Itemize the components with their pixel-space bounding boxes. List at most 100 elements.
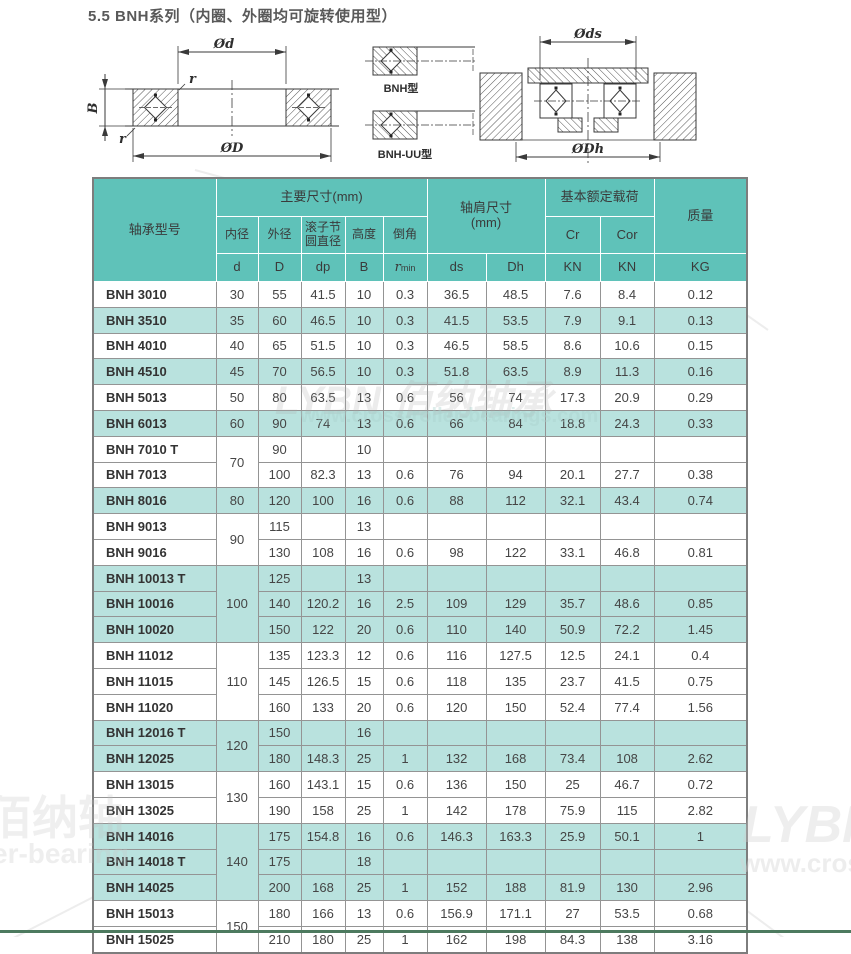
table-row: BNH 8016 80 120 100 16 0.6 88 112 32.1 43.4 0.74 (92, 487, 748, 515)
cell-KG: 0.12 (653, 281, 748, 308)
table-row: BNH 14016 140 175 154.8 16 0.6 146.3 163.3 25.9 5… (92, 822, 748, 902)
cell-rmin: 0.6 (382, 667, 428, 695)
cell-model: BNH 14016 (92, 822, 217, 850)
cell-Cor (599, 719, 655, 747)
mounting-drawing: Øds ØDh (479, 27, 697, 164)
cell-D: 200 (257, 874, 302, 902)
dim-label-shaft-shoulder: Øds (573, 27, 602, 42)
cell-model: BNH 12025 (92, 745, 217, 773)
cell-D: 100 (257, 461, 302, 489)
cell-D: 190 (257, 796, 302, 824)
cell-dp: 143.1 (300, 771, 346, 798)
unit-D: D (257, 253, 302, 282)
cell-rmin (382, 719, 428, 747)
table-row: BNH 13025 190 158 25 1 142 178 75.9 115 2.82 (92, 796, 748, 824)
cell-dp: 166 (300, 900, 346, 927)
cell-D: 160 (257, 771, 302, 798)
cell-dp: 82.3 (300, 461, 346, 489)
cell-dp (300, 513, 346, 540)
cell-KG: 0.85 (653, 590, 748, 618)
header-inner-dia: 内径 (215, 216, 259, 254)
cell-KG (653, 564, 748, 592)
cell-B: 16 (344, 538, 384, 566)
cell-d: 80 (215, 487, 259, 515)
cell-Dh: 127.5 (485, 642, 546, 669)
cell-model: BNH 10020 (92, 616, 217, 644)
table-row: BNH 4510 45 70 56.5 10 0.3 51.8 63.5 8.9 11.3 0.16 (92, 358, 748, 386)
cell-rmin (382, 848, 428, 876)
cell-rmin: 0.6 (382, 538, 428, 566)
cell-model: BNH 7010 T (92, 435, 217, 463)
cell-ds: 136 (426, 771, 487, 798)
header-shoulder-dims: 轴肩尺寸 (mm) (426, 177, 546, 254)
spec-table-body: BNH 3010 30 55 41.5 10 0.3 36.5 48.5 7.6 8.4 0.12 B… (92, 281, 748, 954)
table-row: BNH 15013 150 180 166 13 0.6 156.9 171.1 27 53.5 0… (92, 900, 748, 954)
cell-dp: 46.5 (300, 306, 346, 334)
table-row: BNH 11020 160 133 20 0.6 120 150 52.4 77.4 1.56 (92, 693, 748, 721)
header-cr: Cr (544, 216, 601, 254)
table-row: BNH 12016 T 120 150 16 (92, 719, 748, 773)
cell-ds (426, 719, 487, 747)
cell-Dh: 84 (485, 409, 546, 437)
table-row: BNH 7010 T 70 90 10 (92, 435, 748, 489)
cell-D: 175 (257, 822, 302, 850)
cell-KG (653, 848, 748, 876)
cell-B: 13 (344, 900, 384, 927)
cell-B: 16 (344, 487, 384, 515)
cell-model: BNH 4010 (92, 332, 217, 360)
cell-Cor (599, 435, 655, 463)
cell-D: 90 (257, 409, 302, 437)
cell-ds (426, 564, 487, 592)
table-row: BNH 10020 150 122 20 0.6 110 140 50.9 72.2 1.45 (92, 616, 748, 644)
cell-Cr: 17.3 (544, 384, 601, 411)
cell-dp: 51.5 (300, 332, 346, 360)
watermark-right-url: www.cross-r (740, 848, 851, 878)
cell-Cor (599, 564, 655, 592)
cell-ds: 46.5 (426, 332, 487, 360)
dim-label-bore: Ød (213, 37, 234, 52)
header-mass: 质量 (653, 177, 748, 254)
cell-KG (653, 513, 748, 540)
cell-model: BNH 13015 (92, 771, 217, 798)
cell-dp: 108 (300, 538, 346, 566)
bearing-section-drawing: Ød ØD B r r (86, 37, 339, 162)
cell-Cor: 115 (599, 796, 655, 824)
cell-B: 16 (344, 590, 384, 618)
table-row: BNH 12025 180 148.3 25 1 132 168 73.4 108 2.62 (92, 745, 748, 773)
cell-Dh: 135 (485, 667, 546, 695)
unit-kn-cr: KN (544, 253, 601, 282)
cell-ds: 116 (426, 642, 487, 669)
cell-D: 160 (257, 693, 302, 721)
type-label-bnh: BNH型 (384, 81, 419, 95)
cell-Cr: 25.9 (544, 822, 601, 850)
cell-dp: 126.5 (300, 667, 346, 695)
cell-dp: 148.3 (300, 745, 346, 773)
header-model: 轴承型号 (92, 177, 217, 282)
cell-rmin: 0.6 (382, 642, 428, 669)
cell-dp: 133 (300, 693, 346, 721)
cell-model: BNH 6013 (92, 409, 217, 437)
cell-model: BNH 11012 (92, 642, 217, 669)
cell-B: 20 (344, 616, 384, 644)
cell-D: 55 (257, 281, 302, 308)
cell-KG: 0.38 (653, 461, 748, 489)
cell-B: 25 (344, 745, 384, 773)
cell-d: 35 (215, 306, 259, 334)
cell-KG: 0.68 (653, 900, 748, 927)
cell-ds: 66 (426, 409, 487, 437)
cell-Cr: 32.1 (544, 487, 601, 515)
cell-B: 13 (344, 461, 384, 489)
cell-Cor: 43.4 (599, 487, 655, 515)
cell-Dh: 112 (485, 487, 546, 515)
cell-model: BNH 15013 (92, 900, 217, 927)
dim-label-outer: ØD (220, 141, 244, 156)
cell-dp (300, 435, 346, 463)
cell-ds: 152 (426, 874, 487, 902)
cell-ds (426, 435, 487, 463)
table-row: BNH 3010 30 55 41.5 10 0.3 36.5 48.5 7.6 8.4 0.12 (92, 281, 748, 308)
cell-Cr: 52.4 (544, 693, 601, 721)
spec-table: 轴承型号 主要尺寸(mm) 轴肩尺寸 (mm) 基本额定载荷 质量 内径 外径 … (92, 177, 749, 954)
cell-ds (426, 513, 487, 540)
cell-KG: 0.33 (653, 409, 748, 437)
spec-table-header: 轴承型号 主要尺寸(mm) 轴肩尺寸 (mm) 基本额定载荷 质量 内径 外径 … (92, 177, 748, 282)
